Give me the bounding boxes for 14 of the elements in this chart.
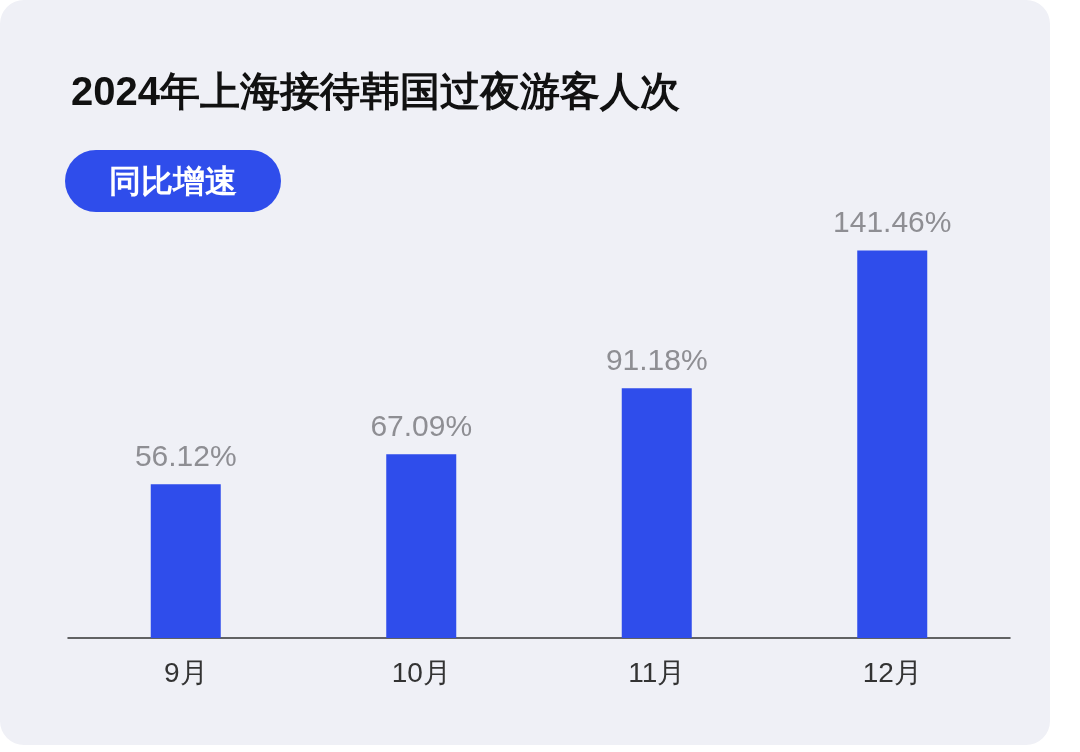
x-tick-label: 10月 — [391, 656, 451, 688]
x-tick-label: 11月 — [628, 656, 686, 688]
x-tick-label: 9月 — [163, 656, 208, 688]
chart-subtitle: 同比增速 — [109, 163, 237, 199]
chart-title: 2024年上海接待韩国过夜游客人次 — [71, 69, 680, 113]
data-label: 91.18% — [605, 342, 708, 376]
data-label: 141.46% — [833, 204, 952, 238]
bar — [621, 388, 692, 638]
data-label: 56.12% — [134, 438, 237, 472]
x-tick-label: 12月 — [862, 656, 922, 688]
data-label: 67.09% — [370, 408, 473, 442]
bar — [386, 454, 457, 638]
bar — [150, 484, 221, 638]
bar — [857, 250, 928, 638]
